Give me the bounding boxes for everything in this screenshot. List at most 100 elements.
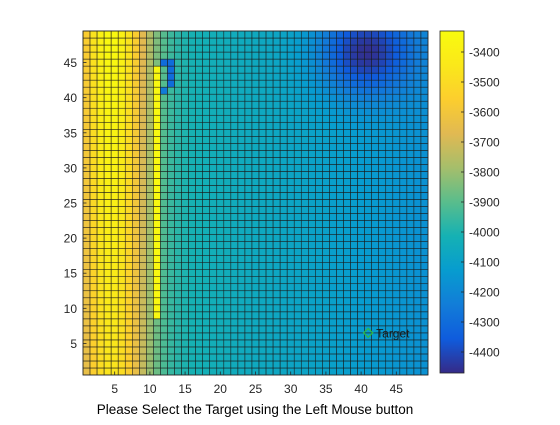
heatmap-cell[interactable] <box>258 346 267 355</box>
heatmap-cell[interactable] <box>230 346 239 355</box>
heatmap-cell[interactable] <box>89 72 98 81</box>
heatmap-cell[interactable] <box>336 318 344 327</box>
heatmap-cell[interactable] <box>322 325 330 334</box>
heatmap-cell[interactable] <box>300 276 309 285</box>
heatmap-cell[interactable] <box>413 276 422 285</box>
heatmap-cell[interactable] <box>413 360 422 369</box>
heatmap-cell[interactable] <box>146 185 154 193</box>
heatmap-cell[interactable] <box>237 255 246 263</box>
heatmap-cell[interactable] <box>110 304 119 313</box>
heatmap-cell[interactable] <box>216 30 225 39</box>
heatmap-cell[interactable] <box>286 276 295 285</box>
heatmap-cell[interactable] <box>202 171 211 179</box>
heatmap-cell[interactable] <box>124 332 133 341</box>
heatmap-cell[interactable] <box>244 332 253 341</box>
heatmap-cell[interactable] <box>132 339 140 348</box>
heatmap-cell[interactable] <box>392 185 401 193</box>
heatmap-cell[interactable] <box>117 192 126 200</box>
heatmap-cell[interactable] <box>89 332 98 341</box>
heatmap-cell[interactable] <box>103 100 112 109</box>
heatmap-cell[interactable] <box>139 136 147 144</box>
heatmap-cell[interactable] <box>308 360 316 369</box>
heatmap-cell[interactable] <box>153 262 161 270</box>
heatmap-cell[interactable] <box>300 192 309 200</box>
heatmap-cell[interactable] <box>371 72 379 81</box>
heatmap-cell[interactable] <box>139 121 147 130</box>
heatmap-cell[interactable] <box>96 255 105 263</box>
heatmap-cells[interactable] <box>82 30 429 376</box>
heatmap-cell[interactable] <box>153 269 161 277</box>
heatmap-cell[interactable] <box>188 157 196 165</box>
heatmap-cell[interactable] <box>293 304 302 313</box>
heatmap-cell[interactable] <box>364 283 372 292</box>
heatmap-cell[interactable] <box>265 86 274 95</box>
heatmap-cell[interactable] <box>378 353 387 362</box>
heatmap-cell[interactable] <box>153 346 161 355</box>
heatmap-cell[interactable] <box>146 304 154 313</box>
heatmap-cell[interactable] <box>315 171 323 179</box>
heatmap-cell[interactable] <box>364 150 372 158</box>
heatmap-cell[interactable] <box>139 100 147 109</box>
heatmap-cell[interactable] <box>406 346 415 355</box>
heatmap-cell[interactable] <box>139 241 147 249</box>
heatmap-cell[interactable] <box>132 100 140 109</box>
heatmap-cell[interactable] <box>322 220 330 228</box>
heatmap-cell[interactable] <box>265 227 274 235</box>
heatmap-cell[interactable] <box>209 114 218 123</box>
heatmap-cell[interactable] <box>272 136 281 144</box>
heatmap-cell[interactable] <box>181 86 189 95</box>
heatmap-cell[interactable] <box>308 58 316 67</box>
heatmap-cell[interactable] <box>209 37 218 46</box>
heatmap-cell[interactable] <box>392 30 401 39</box>
heatmap-cell[interactable] <box>82 86 91 95</box>
heatmap-cell[interactable] <box>308 304 316 313</box>
heatmap-cell[interactable] <box>357 136 365 144</box>
heatmap-cell[interactable] <box>420 143 429 151</box>
heatmap-cell[interactable] <box>117 234 126 242</box>
heatmap-cell[interactable] <box>385 136 394 144</box>
heatmap-cell[interactable] <box>132 262 140 270</box>
heatmap-cell[interactable] <box>385 346 394 355</box>
heatmap-cell[interactable] <box>385 100 394 109</box>
heatmap-cell[interactable] <box>209 227 218 235</box>
heatmap-cell[interactable] <box>357 332 365 341</box>
heatmap-cell[interactable] <box>258 121 267 130</box>
heatmap-cell[interactable] <box>300 248 309 256</box>
heatmap-cell[interactable] <box>364 248 372 256</box>
heatmap-cell[interactable] <box>237 51 246 60</box>
heatmap-cell[interactable] <box>392 37 401 46</box>
heatmap-cell[interactable] <box>160 304 168 313</box>
heatmap-cell[interactable] <box>378 269 387 277</box>
heatmap-cell[interactable] <box>251 185 260 193</box>
heatmap-cell[interactable] <box>132 44 140 53</box>
heatmap-cell[interactable] <box>413 339 422 348</box>
heatmap-cell[interactable] <box>153 297 161 306</box>
heatmap-cell[interactable] <box>216 339 225 348</box>
heatmap-cell[interactable] <box>251 276 260 285</box>
heatmap-cell[interactable] <box>286 234 295 242</box>
heatmap-cell[interactable] <box>139 213 147 221</box>
heatmap-cell[interactable] <box>237 192 246 200</box>
heatmap-cell[interactable] <box>406 192 415 200</box>
heatmap-cell[interactable] <box>392 44 401 53</box>
heatmap-cell[interactable] <box>329 199 337 207</box>
heatmap-cell[interactable] <box>265 311 274 320</box>
heatmap-cell[interactable] <box>350 318 358 327</box>
heatmap-cell[interactable] <box>216 220 225 228</box>
heatmap-cell[interactable] <box>124 199 133 207</box>
heatmap-cell[interactable] <box>293 114 302 123</box>
heatmap-cell[interactable] <box>230 114 239 123</box>
heatmap-cell[interactable] <box>132 234 140 242</box>
heatmap-cell[interactable] <box>223 192 232 200</box>
heatmap-cell[interactable] <box>89 171 98 179</box>
heatmap-cell[interactable] <box>153 311 161 320</box>
heatmap-cell[interactable] <box>413 367 422 376</box>
heatmap-cell[interactable] <box>279 100 288 109</box>
heatmap-cell[interactable] <box>364 297 372 306</box>
heatmap-cell[interactable] <box>378 227 387 235</box>
heatmap-cell[interactable] <box>96 51 105 60</box>
heatmap-cell[interactable] <box>300 227 309 235</box>
heatmap-cell[interactable] <box>343 51 351 60</box>
heatmap-cell[interactable] <box>399 185 408 193</box>
